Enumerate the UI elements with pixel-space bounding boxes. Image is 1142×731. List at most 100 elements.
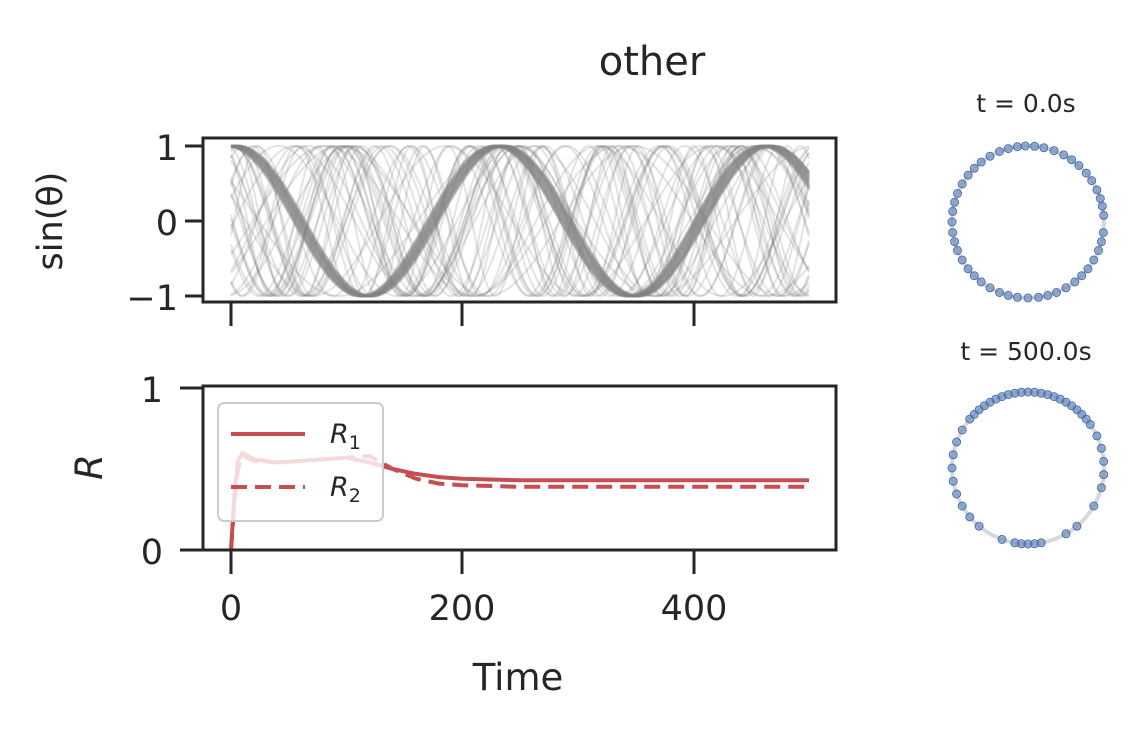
- phase-trace-2: [230, 144, 810, 298]
- circle-initial-points-point-19: [963, 170, 973, 180]
- phase-trace-30: [230, 144, 810, 298]
- circle-final-points-point-23: [952, 437, 962, 447]
- phase-trace-6: [230, 144, 810, 298]
- bottom-y-tick-0: 0: [141, 533, 163, 573]
- circle-final-points-point-29: [965, 512, 975, 522]
- circle-initial-points-point-22: [950, 197, 960, 207]
- circle-final-points-point-21: [965, 414, 975, 424]
- circle-initial-points-point-24: [947, 217, 957, 227]
- synced-trace-4: [230, 144, 811, 298]
- phase-trace-24: [230, 144, 810, 298]
- circle-initial-points-point-13: [1012, 142, 1022, 152]
- synced-trace-3: [230, 144, 811, 298]
- top-x-ticks: [229, 302, 696, 326]
- phase-trace-21: [230, 144, 810, 298]
- circle-initial-points-point-2: [1095, 194, 1105, 203]
- circle-final-points-point-25: [947, 463, 957, 473]
- circle-initial-points-point-12: [1020, 141, 1030, 151]
- circle-initial-points-point-45: [1094, 246, 1103, 255]
- top-panel: 1 0 −1 sin(θ): [31, 129, 838, 326]
- circle-initial-points-point-26: [950, 237, 960, 247]
- circle-initial-points-point-11: [1030, 141, 1040, 151]
- bottom-panel-frame: [201, 384, 838, 552]
- circle-initial-points-point-33: [995, 288, 1004, 297]
- bottom-x-label: Time: [472, 656, 564, 699]
- circle-final-points-point-36: [1036, 538, 1046, 548]
- phase-trace-33: [230, 144, 810, 298]
- circle-initial-points-point-16: [985, 151, 995, 161]
- bottom-x-tick-200: 200: [429, 589, 496, 629]
- bottom-x-tick-400: 400: [661, 589, 728, 629]
- circle-initial-points-point-1: [1097, 201, 1107, 211]
- phase-trace-15: [230, 144, 810, 298]
- series-R2: [229, 453, 809, 551]
- bottom-y-label: R: [68, 454, 111, 480]
- circle-initial-points-point-31: [976, 277, 986, 287]
- phase-circle-final: t = 500.0s: [947, 337, 1109, 549]
- synced-trace-5: [231, 144, 811, 298]
- circle-final-points-point-28: [957, 501, 967, 511]
- circle-initial-points-point-25: [948, 228, 958, 238]
- circle-final-title: t = 500.0s: [960, 337, 1091, 366]
- circle-initial-points-point-28: [957, 255, 967, 265]
- phase-trace-11: [230, 144, 810, 298]
- circle-final-points-point-44: [1092, 431, 1102, 441]
- phase-trace-17: [230, 144, 810, 298]
- phase-trace-32: [230, 144, 810, 298]
- circle-initial-points-point-42: [1077, 271, 1087, 281]
- phase-trace-20: [230, 144, 810, 298]
- circle-initial-points-point-47: [1098, 228, 1108, 238]
- top-y-label: sin(θ): [31, 172, 71, 271]
- phase-trace-23: [230, 144, 810, 298]
- circle-initial-points-point-37: [1034, 292, 1044, 302]
- circle-initial-points-point-35: [1012, 292, 1022, 302]
- top-y-tick-0: 0: [156, 204, 178, 244]
- circle-final-points-point-38: [1072, 521, 1082, 531]
- phase-trace-28: [230, 144, 810, 298]
- circle-initial-points-point-23: [948, 206, 958, 216]
- circle-initial-points-point-43: [1083, 264, 1093, 274]
- phase-trace-10: [230, 144, 810, 298]
- figure-title: other: [599, 39, 706, 85]
- circle-initial-points-point-32: [985, 283, 995, 293]
- circle-final-points-point-39: [1089, 501, 1099, 511]
- phase-trace-14: [230, 144, 810, 298]
- circle-final-points-point-24: [948, 450, 958, 460]
- phase-trace-9: [230, 144, 810, 298]
- bottom-x-ticks: [229, 550, 696, 574]
- phase-trace-22: [230, 144, 810, 298]
- phase-trace-13: [230, 144, 810, 298]
- circle-final-points-point-43: [1096, 443, 1106, 453]
- bottom-panel: 1 0 0 200 400 Time R R1 R2: [68, 371, 838, 699]
- circle-initial-points-point-7: [1067, 155, 1077, 165]
- synced-trace-9: [230, 144, 811, 298]
- top-y-tick-1: 1: [156, 129, 178, 169]
- synced-trace-7: [230, 144, 811, 298]
- phase-trace-31: [230, 144, 810, 298]
- circle-initial-points-point-14: [1003, 144, 1013, 154]
- phase-trace-7: [230, 144, 810, 298]
- circle-initial-points-point-40: [1061, 283, 1071, 293]
- circle-initial-points-point-29: [963, 264, 973, 274]
- bottom-x-tick-0: 0: [220, 589, 242, 629]
- phase-trace-4: [230, 144, 810, 298]
- circle-initial-points-point-44: [1089, 255, 1099, 265]
- top-y-tick-neg1: −1: [126, 279, 178, 319]
- circle-initial-points-point-38: [1043, 290, 1053, 300]
- circle-final-points-point-26: [948, 476, 958, 486]
- circle-initial-points-point-8: [1059, 150, 1069, 160]
- circle-final-points-point-37: [1061, 529, 1071, 539]
- circle-initial-points-point-41: [1070, 277, 1080, 287]
- circle-initial-title: t = 0.0s: [976, 89, 1075, 118]
- circle-initial-points-point-36: [1023, 293, 1033, 303]
- circle-initial-points-point-46: [1096, 237, 1106, 247]
- circle-initial-points-point-3: [1092, 185, 1102, 195]
- circle-final-points-point-27: [952, 489, 962, 499]
- circle-final-points-point-31: [997, 534, 1007, 544]
- circle-initial-points-point-6: [1074, 161, 1084, 170]
- circle-initial-points: [947, 141, 1109, 303]
- circle-final-points-point-41: [1099, 470, 1109, 480]
- synced-trace-2: [230, 144, 811, 298]
- circle-initial-points-point-34: [1003, 290, 1013, 300]
- circle-final-points-point-22: [957, 425, 967, 435]
